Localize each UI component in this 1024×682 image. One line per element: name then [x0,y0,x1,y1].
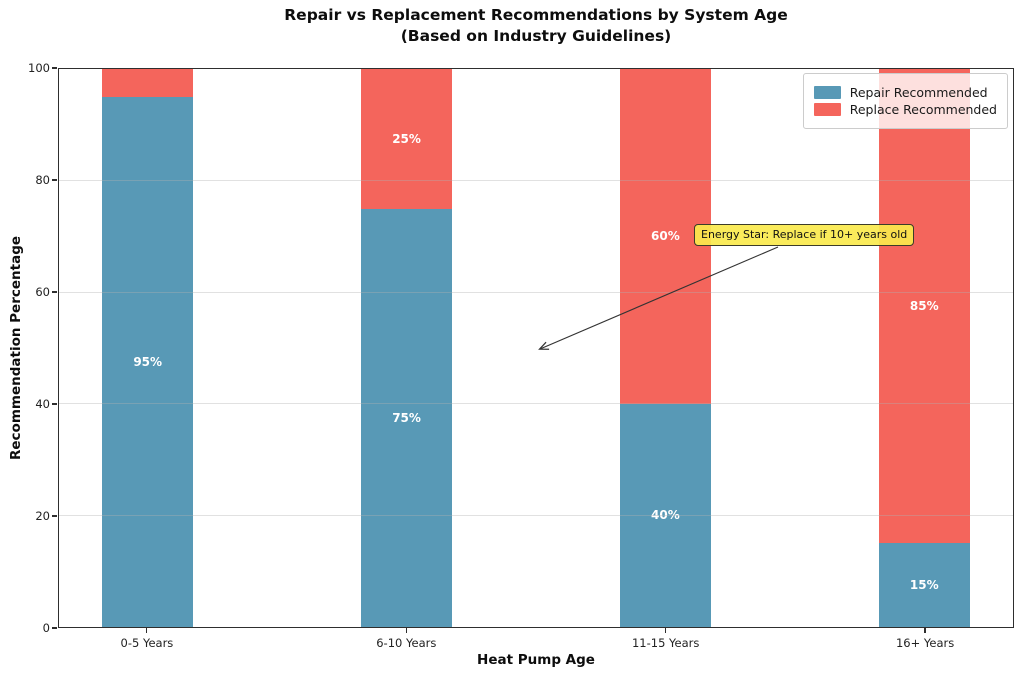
y-tick-mark [52,515,57,517]
x-tick-mark [405,628,407,633]
y-tick-mark [52,627,57,629]
x-tick-mark [924,628,926,633]
legend-item-replace: Replace Recommended [813,102,997,117]
gridline [59,514,1013,516]
bar-segment-replace: 85% [878,69,970,544]
y-tick-label: 80 [35,173,50,187]
y-tick-mark [52,67,57,69]
gridline [59,291,1013,293]
x-tick-label: 11-15 Years [631,636,700,650]
bar-value-label: 75% [392,410,421,425]
annotation-box: Energy Star: Replace if 10+ years old [694,224,915,246]
bar-segment-repair: 95% [102,96,194,627]
bar-value-label: 95% [133,354,163,369]
x-tick-label: 6-10 Years [376,636,437,650]
bar-value-label: 15% [909,578,939,593]
x-axis-label: Heat Pump Age [477,652,595,668]
chart-title: Repair vs Replacement Recommendations by… [284,6,788,24]
x-tick-mark [146,628,148,633]
plot-area: Energy Star: Replace if 10+ years old Re… [58,68,1014,628]
y-tick-mark [52,403,57,405]
y-tick-label: 40 [35,397,50,411]
bar-value-label: 85% [909,299,939,314]
x-tick-label: 16+ Years [895,636,955,650]
bar-segment-replace: 25% [361,69,452,209]
y-tick-label: 60 [35,285,50,299]
y-tick-mark [52,291,57,293]
legend-label-repair: Repair Recommended [849,84,988,100]
y-tick-label: 0 [42,621,50,635]
legend-item-repair: Repair Recommended [813,84,997,100]
bar-segment-replace [102,69,194,97]
gridline [59,180,1013,182]
legend-swatch-replace [813,103,841,116]
bar-value-label: 60% [651,229,680,244]
legend: Repair Recommended Replace Recommended [802,73,1008,129]
annotation-arrow [538,246,779,350]
bar-value-label: 25% [392,131,421,146]
x-tick-label: 0-5 Years [120,636,174,650]
title-block: Repair vs Replacement Recommendations by… [58,5,1014,47]
legend-swatch-repair [813,85,841,99]
y-tick-mark [52,179,57,181]
y-tick-label: 20 [35,509,50,523]
chart-subtitle: (Based on Industry Guidelines) [400,27,672,45]
gridline [59,403,1013,405]
bar-value-label: 40% [651,508,680,523]
y-axis-label: Recommendation Percentage [8,235,24,461]
bar-segment-repair: 75% [361,208,452,627]
y-tick-label: 100 [28,61,50,75]
bar-segment-repair: 15% [878,543,970,627]
x-tick-mark [665,628,667,633]
bar-segment-repair: 40% [620,403,711,627]
legend-label-replace: Replace Recommended [849,102,997,117]
